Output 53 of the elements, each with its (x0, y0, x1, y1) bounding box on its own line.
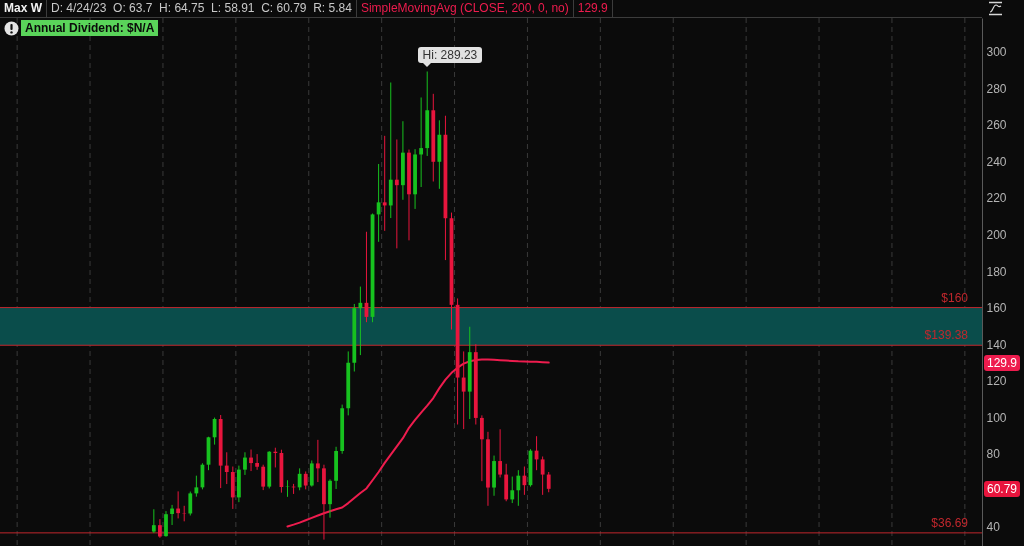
candlestick (151, 508, 156, 534)
y-tick-label: 100 (986, 410, 1007, 425)
candlestick (243, 451, 247, 476)
y-tick-label: 280 (986, 81, 1007, 96)
candlestick (479, 414, 484, 482)
candlestick (382, 135, 387, 232)
annotation: Hi: 289.23 (417, 47, 483, 64)
candlestick (546, 471, 551, 493)
y-tick-label: 180 (986, 264, 1007, 279)
annotation: 129.9 (984, 354, 1021, 371)
candlestick (255, 453, 260, 471)
candlestick (309, 460, 314, 488)
text: 129.9 (573, 0, 613, 17)
candlestick (394, 138, 399, 249)
candlestick (170, 504, 174, 526)
line-series (286, 358, 550, 528)
y-tick-label: 140 (986, 337, 1007, 352)
candlestick (249, 449, 253, 472)
y-tick-label: 200 (986, 228, 1007, 242)
candlestick (194, 475, 199, 498)
text: SimpleMovingAvg (CLOSE, 200, 0, no) (356, 0, 574, 17)
y-tick-label: 80 (986, 447, 1001, 462)
candlestick (176, 490, 181, 519)
candlestick (461, 350, 466, 430)
candlestick (510, 476, 515, 504)
y-tick-label: 160 (986, 301, 1007, 316)
candlestick (224, 451, 229, 485)
candlestick (376, 163, 381, 243)
candlestick (540, 455, 545, 496)
y-tick-label: 40 (986, 520, 1001, 535)
y-tick-label: 240 (986, 154, 1007, 169)
y-tick-label: 260 (986, 118, 1007, 133)
candlestick (419, 96, 424, 188)
chart-title: Max W (0, 0, 48, 17)
y-tick-label: 120 (986, 374, 1007, 389)
candlestick (498, 428, 503, 478)
chart-subtitle: D: 4/24/23 O: 63.7 H: 64.75 L: 58.91 C: 60.79 R: 5.84 (47, 0, 357, 17)
candlestick (358, 286, 363, 356)
y-tick-label: 300 (986, 45, 1007, 60)
ref-line-label: $139.38 (924, 328, 969, 343)
y-tick-label: 220 (986, 191, 1007, 206)
candlestick (516, 469, 521, 507)
candlestick (158, 518, 162, 539)
candlestick (164, 510, 168, 538)
candlestick (328, 478, 332, 519)
annotation: Annual Dividend: $N/A (21, 20, 159, 36)
candlestick (188, 491, 193, 516)
candlestick (297, 467, 302, 491)
candlestick (261, 464, 266, 491)
ref-line-label: $36.69 (931, 515, 969, 530)
annotation: 60.79 (984, 480, 1021, 497)
candlestick (315, 439, 320, 483)
ref-line-label: $160 (941, 290, 969, 305)
